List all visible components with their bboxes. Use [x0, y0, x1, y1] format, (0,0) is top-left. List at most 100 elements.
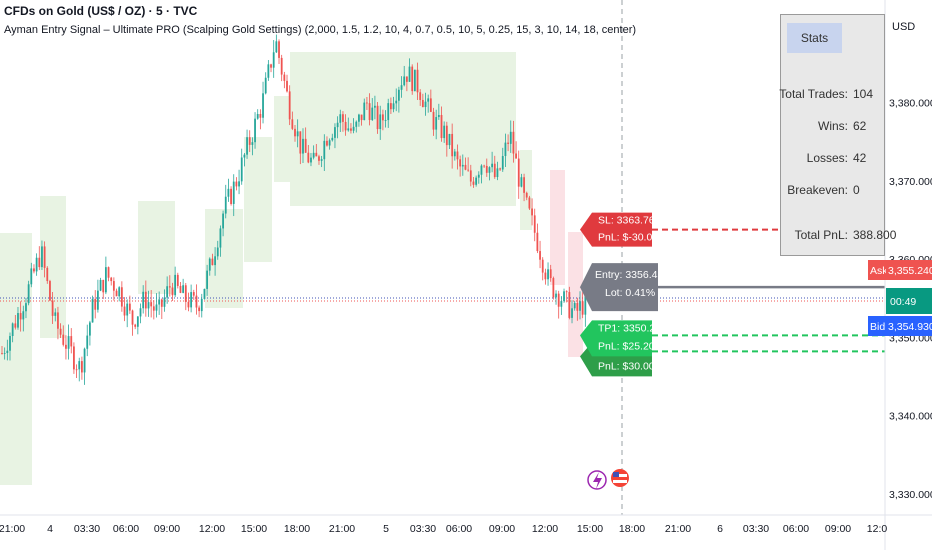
candle-body — [6, 350, 9, 353]
candle-body — [89, 322, 91, 336]
candle-body — [453, 151, 456, 157]
candle-body — [78, 361, 81, 370]
take-profit-1-pnl-label: PnL: $25.200 — [598, 340, 661, 352]
candle-body — [371, 107, 374, 120]
candle-body — [144, 291, 147, 309]
candle-body — [419, 92, 422, 100]
candle-body — [59, 328, 62, 335]
candle-body — [112, 281, 115, 291]
candle-body — [315, 152, 318, 157]
candle-body — [472, 181, 475, 185]
stop-loss-pnl-label: PnL: $-30.000 — [598, 232, 664, 244]
candle-body — [107, 267, 110, 278]
indicator-legend[interactable]: Ayman Entry Signal – Ultimate PRO (Scalp… — [4, 24, 637, 36]
candle-body — [517, 158, 520, 187]
flag-canton — [613, 472, 619, 477]
candle-body — [456, 151, 459, 160]
us-flag-event-icon[interactable] — [611, 469, 629, 487]
candle-body — [499, 168, 501, 170]
candle-body — [104, 267, 107, 293]
stats-value: 104 — [853, 87, 874, 101]
candle-body — [389, 103, 392, 110]
ask-price-box — [886, 260, 932, 280]
candle-body — [363, 102, 366, 121]
candle-body — [483, 165, 486, 167]
candle-body — [70, 336, 73, 347]
candle-body — [83, 348, 86, 373]
candle-body — [65, 344, 67, 349]
candle-body — [552, 278, 555, 298]
candle-body — [405, 76, 408, 82]
candle-body — [54, 312, 57, 316]
stop-loss-label-box — [580, 212, 652, 247]
bid-badge — [868, 316, 886, 336]
candle-body — [275, 41, 278, 53]
stats-row-wins: Wins: 62 — [781, 119, 884, 139]
candle-body — [128, 303, 131, 311]
candle-body — [86, 335, 89, 349]
candle-body — [328, 140, 331, 146]
candle-body — [501, 156, 504, 170]
currency-label: USD — [892, 21, 915, 33]
candle-body — [520, 177, 523, 187]
candle-body — [512, 131, 515, 154]
candle-body — [573, 302, 576, 309]
bid-label: Bid — [870, 321, 885, 333]
candle-body — [147, 302, 150, 309]
stats-table: Stats Total Trades: 104 Wins: 62 Losses:… — [779, 14, 896, 256]
candle-body — [126, 303, 129, 316]
stats-value: 62 — [853, 119, 867, 133]
x-tick-label: 09:00 — [154, 523, 180, 535]
candle-body — [206, 270, 208, 289]
candle-body — [22, 311, 25, 320]
candle-body — [25, 303, 27, 312]
x-tick-label: 4 — [47, 523, 53, 535]
x-tick-label: 21:00 — [0, 523, 25, 535]
candle-body — [443, 125, 446, 139]
candle-body — [41, 246, 43, 268]
bid-price: 3,354.930 — [888, 321, 932, 333]
candle-body — [208, 258, 211, 271]
candle-body — [171, 287, 174, 296]
candle-body — [216, 247, 219, 257]
candle-body — [195, 295, 198, 308]
candle-body — [544, 272, 547, 280]
candle-body — [581, 301, 584, 315]
candle-body — [272, 52, 275, 68]
candle-body — [344, 121, 347, 131]
y-tick-label: 3,370.000 — [889, 176, 932, 188]
candle-body — [11, 323, 14, 337]
candle-body — [17, 313, 19, 328]
candle-body — [123, 306, 126, 316]
candle-body — [152, 306, 155, 311]
countdown-timer: 00:49 — [890, 296, 916, 308]
candle-body — [33, 268, 35, 272]
candle-body — [30, 268, 33, 285]
candle-body — [302, 138, 304, 154]
candle-body — [557, 293, 560, 307]
candle-body — [411, 66, 414, 92]
x-tick-label: 6 — [717, 523, 723, 535]
candle-body — [38, 257, 41, 268]
candle-body — [184, 285, 187, 302]
signal-zone — [290, 52, 516, 206]
candle-body — [504, 142, 507, 157]
signal-zone — [244, 137, 272, 262]
candle-body — [539, 251, 541, 260]
take-profit-1-label-box — [580, 320, 652, 357]
candle-body — [560, 301, 563, 307]
x-tick-label: 21:00 — [665, 523, 691, 535]
candle-body — [312, 152, 315, 158]
candle-body — [211, 258, 214, 266]
candle-body — [408, 66, 411, 82]
candle-body — [525, 192, 528, 198]
stats-row-breakeven: Breakeven: 0 — [781, 183, 884, 203]
candle-body — [1, 352, 3, 354]
candle-body — [382, 114, 384, 121]
x-tick-label: 06:00 — [783, 523, 809, 535]
candle-body — [291, 119, 294, 129]
stats-value: 388.800 — [853, 228, 897, 242]
stats-label: Wins: — [818, 119, 848, 133]
candle-body — [160, 299, 163, 307]
